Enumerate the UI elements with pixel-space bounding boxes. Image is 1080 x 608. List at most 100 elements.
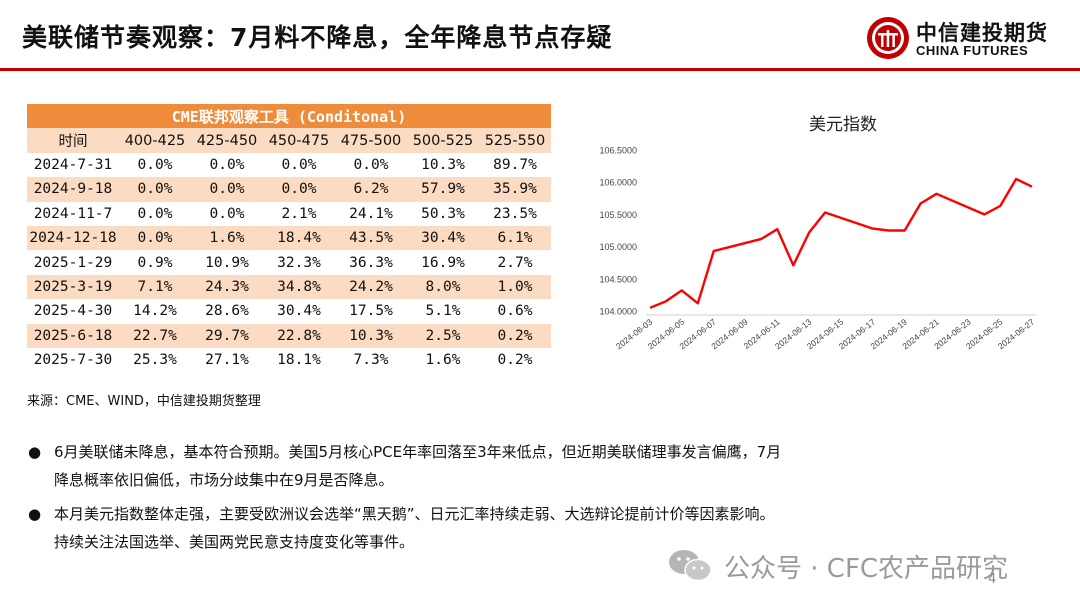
company-logo: 中信建投期货 CHINA FUTURES xyxy=(866,16,1056,64)
meeting-date-cell: 2025-3-19 xyxy=(27,274,119,300)
y-tick-label: 104.0000 xyxy=(599,307,637,317)
dollar-index-series-line xyxy=(649,177,1033,309)
logo-english-text: CHINA FUTURES xyxy=(916,43,1029,58)
meeting-date-cell: 2025-6-18 xyxy=(27,323,119,348)
y-tick-label: 106.0000 xyxy=(599,178,637,188)
column-header: 时间 xyxy=(27,128,119,153)
probability-cell: 1.0% xyxy=(479,274,551,300)
probability-cell: 30.4% xyxy=(263,299,335,324)
probability-cell: 1.6% xyxy=(407,347,479,373)
probability-cell: 10.9% xyxy=(191,250,263,275)
probability-cell: 8.0% xyxy=(407,274,479,300)
probability-cell: 0.9% xyxy=(119,250,191,275)
probability-cell: 10.3% xyxy=(407,152,479,178)
source-note: 来源：CME、WIND，中信建投期货整理 xyxy=(27,394,261,409)
column-header: 500-525 xyxy=(407,128,479,153)
probability-cell: 28.6% xyxy=(191,299,263,324)
probability-cell: 0.0% xyxy=(119,177,191,202)
header-divider xyxy=(0,68,1080,71)
table-row: 2024-9-18 0.0% 0.0% 0.0% 6.2% 57.9% 35.9% xyxy=(27,177,551,202)
meeting-date-cell: 2024-7-31 xyxy=(27,152,119,178)
y-tick-label: 105.0000 xyxy=(599,242,637,252)
probability-cell: 0.2% xyxy=(479,347,551,373)
column-header: 425-450 xyxy=(191,128,263,153)
citic-logo-icon xyxy=(867,17,909,59)
probability-cell: 27.1% xyxy=(191,347,263,373)
probability-cell: 18.4% xyxy=(263,225,335,251)
table-row: 2025-4-30 14.2% 28.6% 30.4% 17.5% 5.1% 0.6% xyxy=(27,299,551,324)
probability-cell: 29.7% xyxy=(191,323,263,348)
table-row: 2025-7-30 25.3% 27.1% 18.1% 7.3% 1.6% 0.2% xyxy=(27,347,551,373)
probability-cell: 89.7% xyxy=(479,152,551,178)
bullet-paragraph: ● 本月美元指数整体走强，主要受欧洲议会选举“黑天鹅”、日元汇率持续走弱、大选辩论… xyxy=(26,500,1026,556)
probability-cell: 23.5% xyxy=(479,201,551,226)
probability-cell: 22.7% xyxy=(119,323,191,348)
probability-cell: 34.8% xyxy=(263,274,335,300)
y-tick-label: 105.5000 xyxy=(599,210,637,220)
table-row: 2025-3-19 7.1% 24.3% 34.8% 24.2% 8.0% 1.0% xyxy=(27,274,551,300)
watermark-text: 公众号 · CFC农产品研究 xyxy=(724,554,1009,584)
probability-cell: 14.2% xyxy=(119,299,191,324)
probability-cell: 0.0% xyxy=(335,152,407,178)
bullet-paragraph: ● 6月美联储未降息，基本符合预期。美国5月核心PCE年率回落至3年来低点，但近期… xyxy=(26,438,1026,494)
probability-cell: 43.5% xyxy=(335,225,407,251)
meeting-date-cell: 2025-4-30 xyxy=(27,299,119,324)
meeting-date-cell: 2025-1-29 xyxy=(27,250,119,275)
probability-cell: 30.4% xyxy=(407,225,479,251)
bullet-line: 6月美联储未降息，基本符合预期。美国5月核心PCE年率回落至3年来低点，但近期美… xyxy=(54,443,782,461)
column-header: 450-475 xyxy=(263,128,335,153)
probability-cell: 24.3% xyxy=(191,274,263,300)
probability-cell: 24.1% xyxy=(335,201,407,226)
probability-cell: 0.0% xyxy=(263,152,335,178)
probability-cell: 0.0% xyxy=(263,177,335,202)
probability-cell: 36.3% xyxy=(335,250,407,275)
meeting-date-cell: 2025-7-30 xyxy=(27,347,119,373)
probability-cell: 7.1% xyxy=(119,274,191,300)
probability-cell: 5.1% xyxy=(407,299,479,324)
table-title: CME联邦观察工具 (Conditonal) xyxy=(27,104,551,129)
table-row: 2025-1-29 0.9% 10.9% 32.3% 36.3% 16.9% 2.7% xyxy=(27,250,551,275)
bullet-dot-icon: ● xyxy=(28,505,42,523)
table-row: 2024-11-7 0.0% 0.0% 2.1% 24.1% 50.3% 23.5% xyxy=(27,201,551,226)
probability-cell: 0.0% xyxy=(119,201,191,226)
meeting-date-cell: 2024-11-7 xyxy=(27,201,119,226)
bullet-line: 降息概率依旧偏低，市场分歧集中在9月是否降息。 xyxy=(54,471,394,489)
probability-cell: 6.1% xyxy=(479,225,551,251)
probability-cell: 2.5% xyxy=(407,323,479,348)
bullet-line: 持续关注法国选举、美国两党民意支持度变化等事件。 xyxy=(54,533,415,551)
commentary-bullets: ● 6月美联储未降息，基本符合预期。美国5月核心PCE年率回落至3年来低点，但近期… xyxy=(26,438,1026,556)
probability-cell: 0.0% xyxy=(191,201,263,226)
column-header: 400-425 xyxy=(119,128,191,153)
probability-cell: 22.8% xyxy=(263,323,335,348)
dollar-index-line-chart: 美元指数 104.0000 104.5000 105.0000 105.5000 106.… xyxy=(599,115,1036,351)
column-header: 475-500 xyxy=(335,128,407,153)
probability-cell: 1.6% xyxy=(191,225,263,251)
probability-cell: 32.3% xyxy=(263,250,335,275)
table-row: 2024-7-31 0.0% 0.0% 0.0% 0.0% 10.3% 89.7% xyxy=(27,152,551,178)
bullet-dot-icon: ● xyxy=(28,443,42,461)
meeting-date-cell: 2024-12-18 xyxy=(27,225,119,251)
probability-cell: 0.0% xyxy=(191,177,263,202)
probability-cell: 18.1% xyxy=(263,347,335,373)
probability-cell: 0.6% xyxy=(479,299,551,324)
wechat-watermark: 公众号 · CFC农产品研究 xyxy=(668,546,1048,586)
table-body: 时间 400-425 425-450 450-475 475-500 500-525 525… xyxy=(27,128,551,373)
probability-cell: 50.3% xyxy=(407,201,479,226)
probability-cell: 35.9% xyxy=(479,177,551,202)
page-title: 美联储节奏观察：7月料不降息，全年降息节点存疑 xyxy=(22,23,613,52)
probability-cell: 24.2% xyxy=(335,274,407,300)
page-number: 4 xyxy=(988,572,997,587)
probability-cell: 16.9% xyxy=(407,250,479,275)
probability-cell: 17.5% xyxy=(335,299,407,324)
probability-cell: 2.7% xyxy=(479,250,551,275)
logo-chinese-text: 中信建投期货 xyxy=(916,21,1048,45)
probability-cell: 0.0% xyxy=(119,152,191,178)
probability-cell: 6.2% xyxy=(335,177,407,202)
probability-cell: 0.0% xyxy=(119,225,191,251)
probability-cell: 0.2% xyxy=(479,323,551,348)
chart-title: 美元指数 xyxy=(809,115,877,134)
table-row: 2024-12-18 0.0% 1.6% 18.4% 43.5% 30.4% 6.1% xyxy=(27,225,551,251)
probability-cell: 25.3% xyxy=(119,347,191,373)
probability-cell: 0.0% xyxy=(191,152,263,178)
probability-cell: 10.3% xyxy=(335,323,407,348)
